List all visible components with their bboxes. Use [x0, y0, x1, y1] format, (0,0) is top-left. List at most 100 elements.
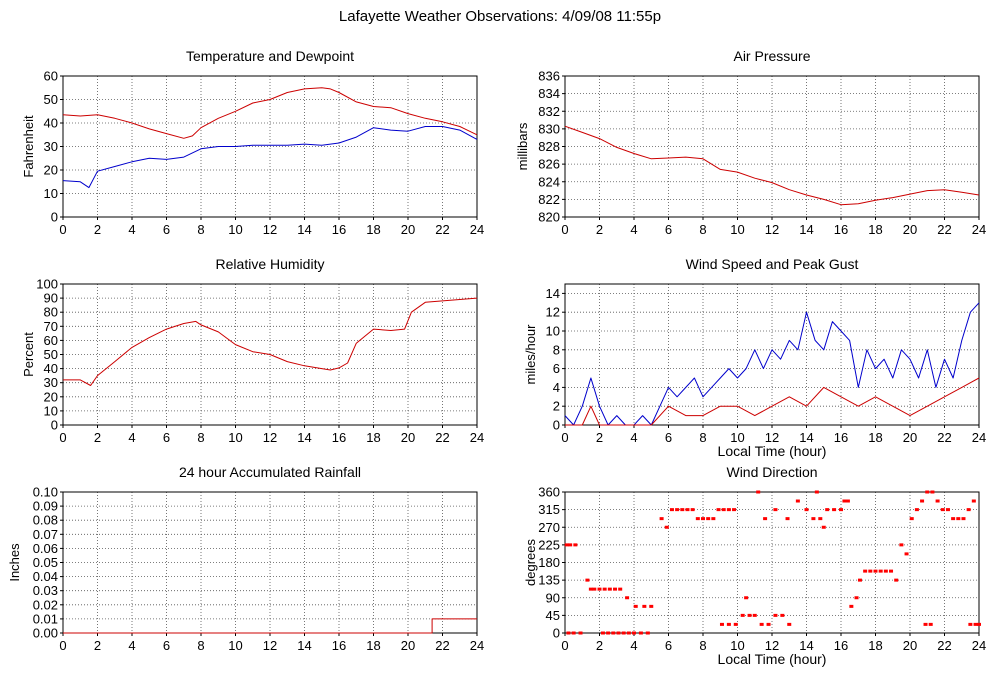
y-tick-label: 80: [44, 305, 58, 320]
direction-point: [649, 604, 654, 608]
x-tick-label: 20: [401, 222, 415, 237]
y-tick-label: 4: [553, 380, 560, 395]
y-tick-label: 0.05: [33, 555, 58, 570]
y-tick-label: 824: [538, 174, 560, 189]
x-tick-label: 16: [332, 222, 346, 237]
x-tick-label: 0: [561, 430, 568, 445]
y-tick-label: 180: [538, 555, 560, 570]
x-tick-label: 14: [799, 222, 813, 237]
x-tick-label: 8: [699, 222, 706, 237]
direction-point: [607, 587, 612, 591]
direction-point: [597, 587, 602, 591]
x-tick-label: 10: [228, 638, 242, 653]
x-tick-label: 10: [730, 638, 744, 653]
y-tick-label: 8: [553, 342, 560, 357]
direction-point: [971, 499, 976, 503]
y-tick-label: 820: [538, 210, 560, 225]
y-tick-label: 360: [538, 485, 560, 500]
direction-point: [600, 631, 605, 635]
y-tick-label: 270: [538, 520, 560, 535]
x-tick-label: 8: [699, 638, 706, 653]
direction-point: [744, 596, 749, 600]
x-tick-label: 12: [263, 638, 277, 653]
y-tick-label: 135: [538, 573, 560, 588]
direction-point: [568, 543, 573, 547]
direction-point: [977, 622, 981, 626]
direction-point: [857, 578, 862, 582]
y-tick-label: 60: [44, 69, 58, 84]
y-tick-label: 315: [538, 502, 560, 517]
x-tick-label: 22: [435, 638, 449, 653]
y-tick-label: 10: [546, 324, 560, 339]
direction-point: [966, 508, 971, 512]
y-tick-label: 50: [44, 347, 58, 362]
x-tick-label: 14: [297, 222, 311, 237]
y-tick-label: 45: [546, 608, 560, 623]
x-tick-label: 2: [94, 638, 101, 653]
x-tick-label: 0: [561, 638, 568, 653]
y-tick-label: 14: [546, 286, 560, 301]
y-tick-label: 30: [44, 375, 58, 390]
direction-point: [849, 604, 854, 608]
direction-point: [928, 622, 933, 626]
y-tick-label: 0.00: [33, 626, 58, 641]
direction-point: [726, 622, 731, 626]
page-title: Lafayette Weather Observations: 4/09/08 …: [338, 8, 662, 25]
x-tick-label: 24: [972, 638, 986, 653]
direction-point: [968, 622, 973, 626]
direction-point: [945, 508, 950, 512]
x-tick-label: 16: [332, 430, 346, 445]
x-tick-label: 0: [59, 222, 66, 237]
series-line-0: [62, 87, 478, 139]
direction-point: [632, 631, 636, 635]
x-tick-label: 10: [228, 222, 242, 237]
x-tick-label: 14: [297, 638, 311, 653]
direction-point: [721, 508, 726, 512]
series-line-0: [564, 125, 980, 206]
x-tick-label: 4: [128, 222, 135, 237]
direction-point: [747, 613, 752, 617]
direction-point: [863, 569, 868, 573]
x-tick-label: 16: [834, 430, 848, 445]
y-tick-label: 0.04: [33, 569, 58, 584]
direction-point: [566, 631, 571, 635]
direction-point: [690, 508, 695, 512]
direction-point: [588, 587, 593, 591]
direction-point: [642, 604, 647, 608]
x-tick-label: 12: [263, 430, 277, 445]
direction-point: [814, 490, 819, 494]
direction-point: [740, 613, 745, 617]
direction-point: [914, 508, 919, 512]
series-line-0: [63, 297, 478, 386]
x-tick-label: 22: [435, 430, 449, 445]
direction-point: [889, 569, 894, 573]
direction-point: [611, 631, 616, 635]
chart-title: Wind Speed and Peak Gust: [686, 256, 859, 272]
x-tick-label: 8: [699, 430, 706, 445]
x-tick-label: 0: [59, 430, 66, 445]
direction-point: [842, 499, 847, 503]
direction-point: [930, 490, 935, 494]
x-tick-label: 22: [937, 430, 951, 445]
direction-point: [773, 613, 778, 617]
x-tick-label: 6: [163, 222, 170, 237]
direction-point: [961, 517, 966, 521]
y-axis-label: Fahrenheit: [21, 115, 36, 178]
x-tick-label: 0: [59, 638, 66, 653]
y-tick-label: 20: [44, 389, 58, 404]
x-tick-label: 8: [197, 638, 204, 653]
y-tick-label: 30: [44, 139, 58, 154]
direction-point: [923, 622, 928, 626]
x-tick-label: 24: [972, 430, 986, 445]
direction-point: [726, 508, 731, 512]
x-tick-label: 24: [470, 222, 484, 237]
y-tick-label: 822: [538, 192, 560, 207]
direction-point: [868, 569, 873, 573]
y-tick-label: 2: [553, 399, 560, 414]
direction-point: [669, 508, 674, 512]
direction-point: [626, 631, 631, 635]
y-tick-label: 832: [538, 104, 560, 119]
direction-point: [732, 508, 737, 512]
direction-point: [756, 490, 761, 494]
